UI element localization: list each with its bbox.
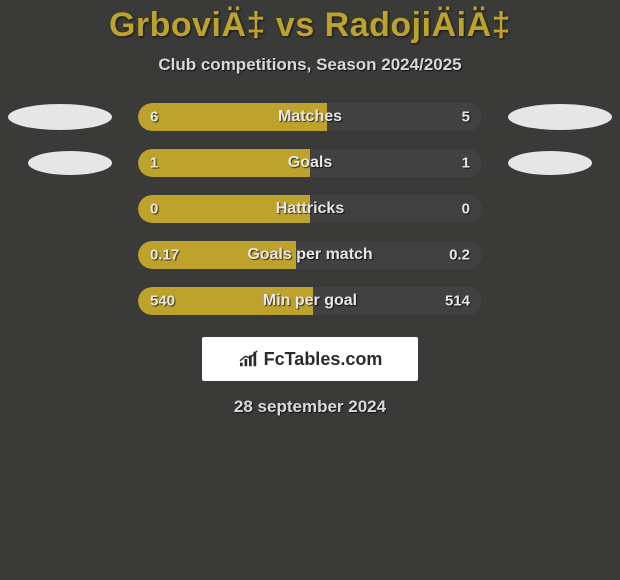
comparison-card: GrboviÄ‡ vs RadojiÄiÄ‡ Club competitions…: [0, 0, 620, 417]
stat-value-right: 5: [462, 109, 470, 126]
player-left-ellipse: [28, 151, 112, 175]
stat-row: 0 Hattricks 0: [0, 195, 620, 223]
stat-value-right: 514: [445, 293, 470, 310]
subtitle: Club competitions, Season 2024/2025: [158, 55, 461, 75]
stat-rows: 6 Matches 5 1 Goals 1 0 Hattricks 0 0.17 Goals per…: [0, 103, 620, 315]
stat-bar: 6 Matches 5: [138, 103, 482, 131]
stat-value-right: 0.2: [449, 247, 470, 264]
bar-right-fill: [310, 149, 482, 177]
stat-row: 6 Matches 5: [0, 103, 620, 131]
stat-value-left: 0.17: [150, 247, 179, 264]
stat-bar: 0 Hattricks 0: [138, 195, 482, 223]
stat-row: 1 Goals 1: [0, 149, 620, 177]
stat-value-right: 1: [462, 155, 470, 172]
bar-left-fill: [138, 149, 310, 177]
stat-row: 540 Min per goal 514: [0, 287, 620, 315]
stat-value-left: 6: [150, 109, 158, 126]
brand-badge[interactable]: FcTables.com: [202, 337, 418, 381]
stat-label: Matches: [278, 108, 342, 126]
stat-bar: 1 Goals 1: [138, 149, 482, 177]
stat-value-right: 0: [462, 201, 470, 218]
stat-bar: 0.17 Goals per match 0.2: [138, 241, 482, 269]
stat-label: Min per goal: [263, 292, 357, 310]
player-right-ellipse: [508, 104, 612, 130]
stat-row: 0.17 Goals per match 0.2: [0, 241, 620, 269]
stat-value-left: 540: [150, 293, 175, 310]
stat-label: Goals: [288, 154, 332, 172]
stat-label: Hattricks: [276, 200, 344, 218]
player-left-ellipse: [8, 104, 112, 130]
player-right-ellipse: [508, 151, 592, 175]
stat-label: Goals per match: [247, 246, 372, 264]
stat-value-left: 0: [150, 201, 158, 218]
stat-bar: 540 Min per goal 514: [138, 287, 482, 315]
bar-right-fill: [327, 103, 482, 131]
date-label: 28 september 2024: [234, 397, 386, 417]
stat-value-left: 1: [150, 155, 158, 172]
brand-text: FcTables.com: [264, 349, 383, 370]
page-title: GrboviÄ‡ vs RadojiÄiÄ‡: [109, 6, 511, 45]
chart-icon: [238, 350, 260, 368]
